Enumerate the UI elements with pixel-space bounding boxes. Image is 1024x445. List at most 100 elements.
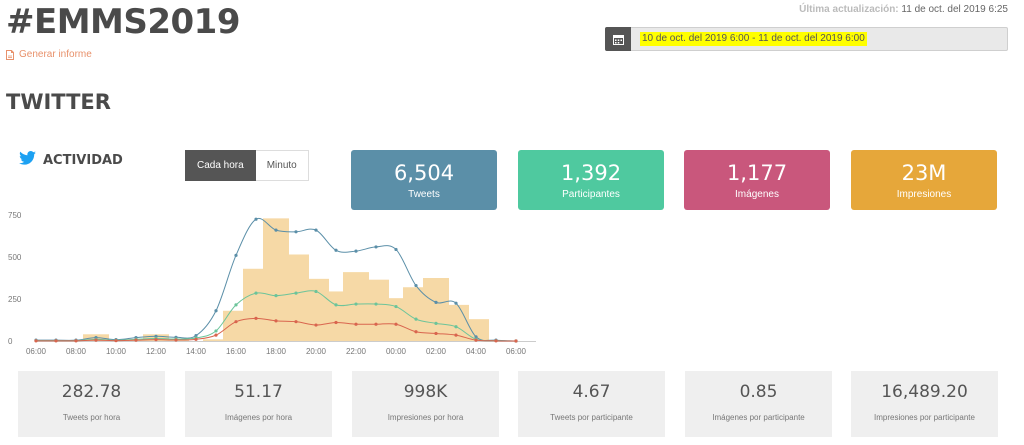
hourly-toggle-button[interactable]: Cada hora	[185, 150, 256, 181]
images-per-participant-box: 0.85 Imágenes por participante	[685, 371, 832, 437]
x-tick-label: 16:00	[226, 347, 247, 356]
tweets-point	[454, 301, 458, 305]
impressions-per-hour-caption: Impresiones por hora	[387, 413, 464, 422]
impressions-per-hour-box: 998K Impresiones por hora	[352, 371, 499, 437]
tweets-point	[414, 283, 418, 288]
tweets-point	[474, 335, 478, 339]
tweets-count: 6,504	[393, 161, 455, 185]
images-point	[94, 338, 98, 342]
participants-point	[294, 291, 298, 295]
x-tick-label: 10:00	[106, 347, 127, 356]
granularity-toggle: Cada hora Minuto	[185, 150, 309, 181]
tweets-point	[214, 309, 218, 313]
y-tick-label: 0	[8, 337, 13, 346]
impressions-stat-card: 23M Impresiones	[851, 150, 997, 210]
tweets-point	[334, 248, 338, 252]
section-title: TWITTER	[6, 90, 111, 114]
participants-stat-card: 1,392 Participantes	[518, 150, 664, 210]
date-range-value: 10 de oct. del 2019 6:00 - 11 de oct. de…	[640, 32, 867, 46]
minute-toggle-button[interactable]: Minuto	[255, 150, 309, 181]
date-range-picker[interactable]: 10 de oct. del 2019 6:00 - 11 de oct. de…	[605, 27, 1008, 51]
images-point	[334, 320, 338, 325]
participants-point	[414, 317, 418, 321]
generate-report-link[interactable]: Generar informe	[6, 49, 92, 60]
tweets-point	[354, 249, 358, 253]
images-point	[74, 339, 78, 343]
tweets-point	[274, 228, 278, 232]
generate-report-label: Generar informe	[19, 49, 92, 60]
images-point	[474, 338, 478, 342]
x-tick-label: 14:00	[186, 347, 207, 356]
images-per-hour-box: 51.17 Imágenes por hora	[185, 371, 332, 437]
participants-caption: Participantes	[562, 189, 620, 200]
participants-point	[454, 325, 458, 329]
images-stat-card: 1,177 Imágenes	[684, 150, 830, 210]
tweets-point	[434, 300, 438, 304]
images-point	[274, 319, 278, 323]
y-tick-label: 250	[8, 295, 22, 304]
images-point	[394, 322, 398, 326]
images-point	[34, 339, 38, 343]
images-point	[254, 316, 258, 320]
tweets-point	[314, 228, 318, 232]
images-point	[194, 337, 198, 341]
images-point	[354, 322, 358, 326]
images-point	[434, 331, 438, 336]
impressions-count: 23M	[901, 161, 947, 185]
participants-point	[274, 294, 278, 298]
tweets-per-participant-caption: Tweets por participante	[550, 413, 633, 422]
impressions-per-participant-box: 16,489.20 Impresiones por participante	[851, 371, 998, 437]
images-count: 1,177	[726, 161, 788, 185]
impressions-per-participant-caption: Impresiones por participante	[874, 413, 975, 422]
participants-point	[394, 304, 398, 309]
y-tick-label: 750	[8, 211, 22, 220]
last-updated-label: Última actualización:	[799, 4, 899, 15]
participants-point	[314, 289, 318, 294]
images-point	[134, 338, 138, 342]
images-point	[314, 323, 318, 327]
tweets-point	[294, 230, 298, 234]
tweets-per-participant-box: 4.67 Tweets por participante	[518, 371, 665, 437]
participants-point	[234, 303, 238, 307]
tweets-point	[374, 245, 378, 249]
activity-chart: 0 250 500 750 06:00 08:00 10:00 12:00 14:00 16:00…	[8, 211, 536, 356]
impressions-caption: Impresiones	[896, 189, 952, 200]
x-tick-label: 20:00	[306, 347, 327, 356]
y-tick-label: 500	[8, 253, 22, 262]
hashtag-title: #EMMS2019	[6, 2, 241, 42]
images-per-participant-caption: Imágenes por participante	[712, 413, 805, 422]
participants-point	[254, 291, 258, 295]
x-tick-label: 06:00	[506, 347, 527, 356]
images-point	[234, 320, 238, 324]
participants-point	[434, 321, 438, 325]
images-point	[454, 333, 458, 337]
last-updated: Última actualización: 11 de oct. del 201…	[799, 4, 1008, 15]
images-point	[414, 330, 418, 334]
images-point	[374, 322, 378, 326]
calendar-icon[interactable]	[605, 27, 631, 51]
participants-point	[334, 303, 338, 307]
tweets-per-hour-value: 282.78	[61, 382, 122, 402]
images-point	[114, 339, 118, 343]
participants-count: 1,392	[560, 161, 622, 185]
x-tick-label: 02:00	[426, 347, 447, 356]
tweets-per-participant-value: 4.67	[572, 382, 611, 402]
images-point	[154, 338, 158, 342]
tweets-per-hour-box: 282.78 Tweets por hora	[18, 371, 165, 437]
pdf-icon	[6, 49, 14, 60]
images-point	[174, 338, 178, 342]
impressions-per-participant-value: 16,489.20	[881, 382, 968, 402]
tweets-point	[194, 334, 198, 338]
twitter-bird-icon	[19, 151, 36, 169]
x-tick-label: 00:00	[386, 347, 407, 356]
bar	[203, 339, 229, 341]
tweets-point	[394, 247, 398, 252]
tweets-caption: Tweets	[408, 189, 440, 200]
images-point	[494, 339, 498, 343]
images-point	[294, 320, 298, 324]
activity-header: ACTIVIDAD	[19, 151, 123, 169]
images-point	[514, 339, 518, 343]
activity-title: ACTIVIDAD	[43, 152, 123, 168]
x-tick-label: 04:00	[466, 347, 487, 356]
tweets-stat-card: 6,504 Tweets	[351, 150, 497, 210]
